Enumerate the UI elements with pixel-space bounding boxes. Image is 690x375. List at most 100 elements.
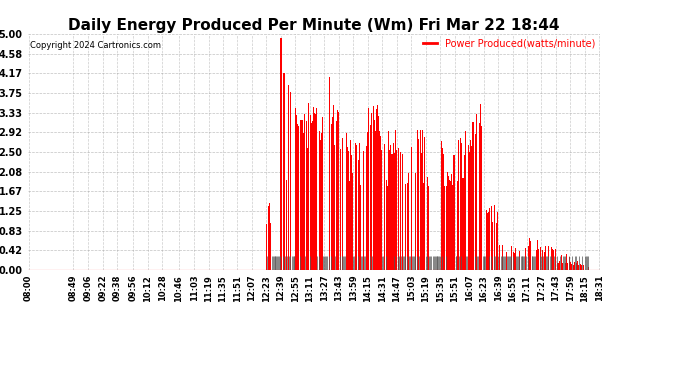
Bar [270,211,271,270]
Bar [479,123,480,270]
Bar [316,108,317,270]
Bar [581,265,582,270]
Text: Copyright 2024 Cartronics.com: Copyright 2024 Cartronics.com [30,41,161,50]
Bar [580,264,581,270]
Bar [475,134,476,270]
Bar [562,263,563,270]
Bar [447,172,448,270]
Bar [392,154,393,270]
Bar [375,131,376,270]
Bar [470,139,471,270]
Bar [408,173,409,270]
Bar [457,141,459,270]
Bar [358,160,359,270]
Bar [555,258,556,270]
Bar [329,77,331,270]
Bar [472,122,473,270]
Bar [450,181,451,270]
Bar [386,180,387,270]
Bar [418,139,419,270]
Bar [480,104,482,270]
Bar [576,263,578,270]
Bar [295,108,296,270]
Bar [286,180,287,270]
Bar [302,120,303,270]
Bar [352,173,353,270]
Bar [400,152,401,270]
Bar [395,129,396,270]
Bar [486,213,488,270]
Bar [407,183,408,270]
Bar [427,177,428,270]
Legend: Power Produced(watts/minute): Power Produced(watts/minute) [423,39,595,49]
Bar [359,143,360,270]
Bar [588,267,589,270]
Bar [388,131,389,270]
Bar [396,150,397,270]
Bar [268,203,270,270]
Bar [542,250,543,270]
Bar [319,130,320,270]
Bar [367,132,368,270]
Bar [266,224,267,270]
Bar [340,149,341,270]
Bar [387,186,388,270]
Bar [312,121,313,270]
Bar [469,152,470,270]
Bar [540,247,541,270]
Bar [307,147,308,270]
Bar [465,131,466,270]
Bar [350,140,351,270]
Bar [463,178,464,270]
Bar [300,120,302,270]
Bar [417,130,418,270]
Bar [454,155,455,270]
Bar [411,147,412,270]
Bar [446,186,447,270]
Bar [573,262,575,270]
Bar [335,122,337,270]
Bar [514,253,515,270]
Bar [351,155,352,270]
Bar [398,148,399,270]
Bar [283,73,284,270]
Bar [526,247,527,270]
Bar [366,146,367,270]
Bar [567,262,568,270]
Bar [391,154,392,270]
Bar [544,246,546,270]
Bar [320,140,321,270]
Bar [491,206,492,270]
Bar [570,261,571,270]
Bar [498,251,500,270]
Bar [476,114,477,270]
Bar [373,106,374,270]
Bar [377,105,378,270]
Bar [442,147,444,270]
Bar [488,212,489,270]
Bar [381,150,382,270]
Bar [348,151,349,270]
Bar [424,137,425,270]
Bar [337,110,338,270]
Bar [355,183,357,270]
Bar [314,113,315,270]
Bar [496,223,497,270]
Bar [379,131,380,270]
Bar [502,245,503,270]
Bar [538,249,539,270]
Bar [571,264,572,270]
Bar [422,135,424,270]
Bar [558,263,559,270]
Bar [332,117,333,270]
Bar [370,125,371,270]
Bar [334,146,335,270]
Bar [368,108,369,270]
Bar [304,114,305,270]
Bar [280,38,282,270]
Bar [321,133,322,270]
Bar [489,208,491,270]
Bar [290,92,291,270]
Bar [529,238,530,270]
Bar [342,138,343,270]
